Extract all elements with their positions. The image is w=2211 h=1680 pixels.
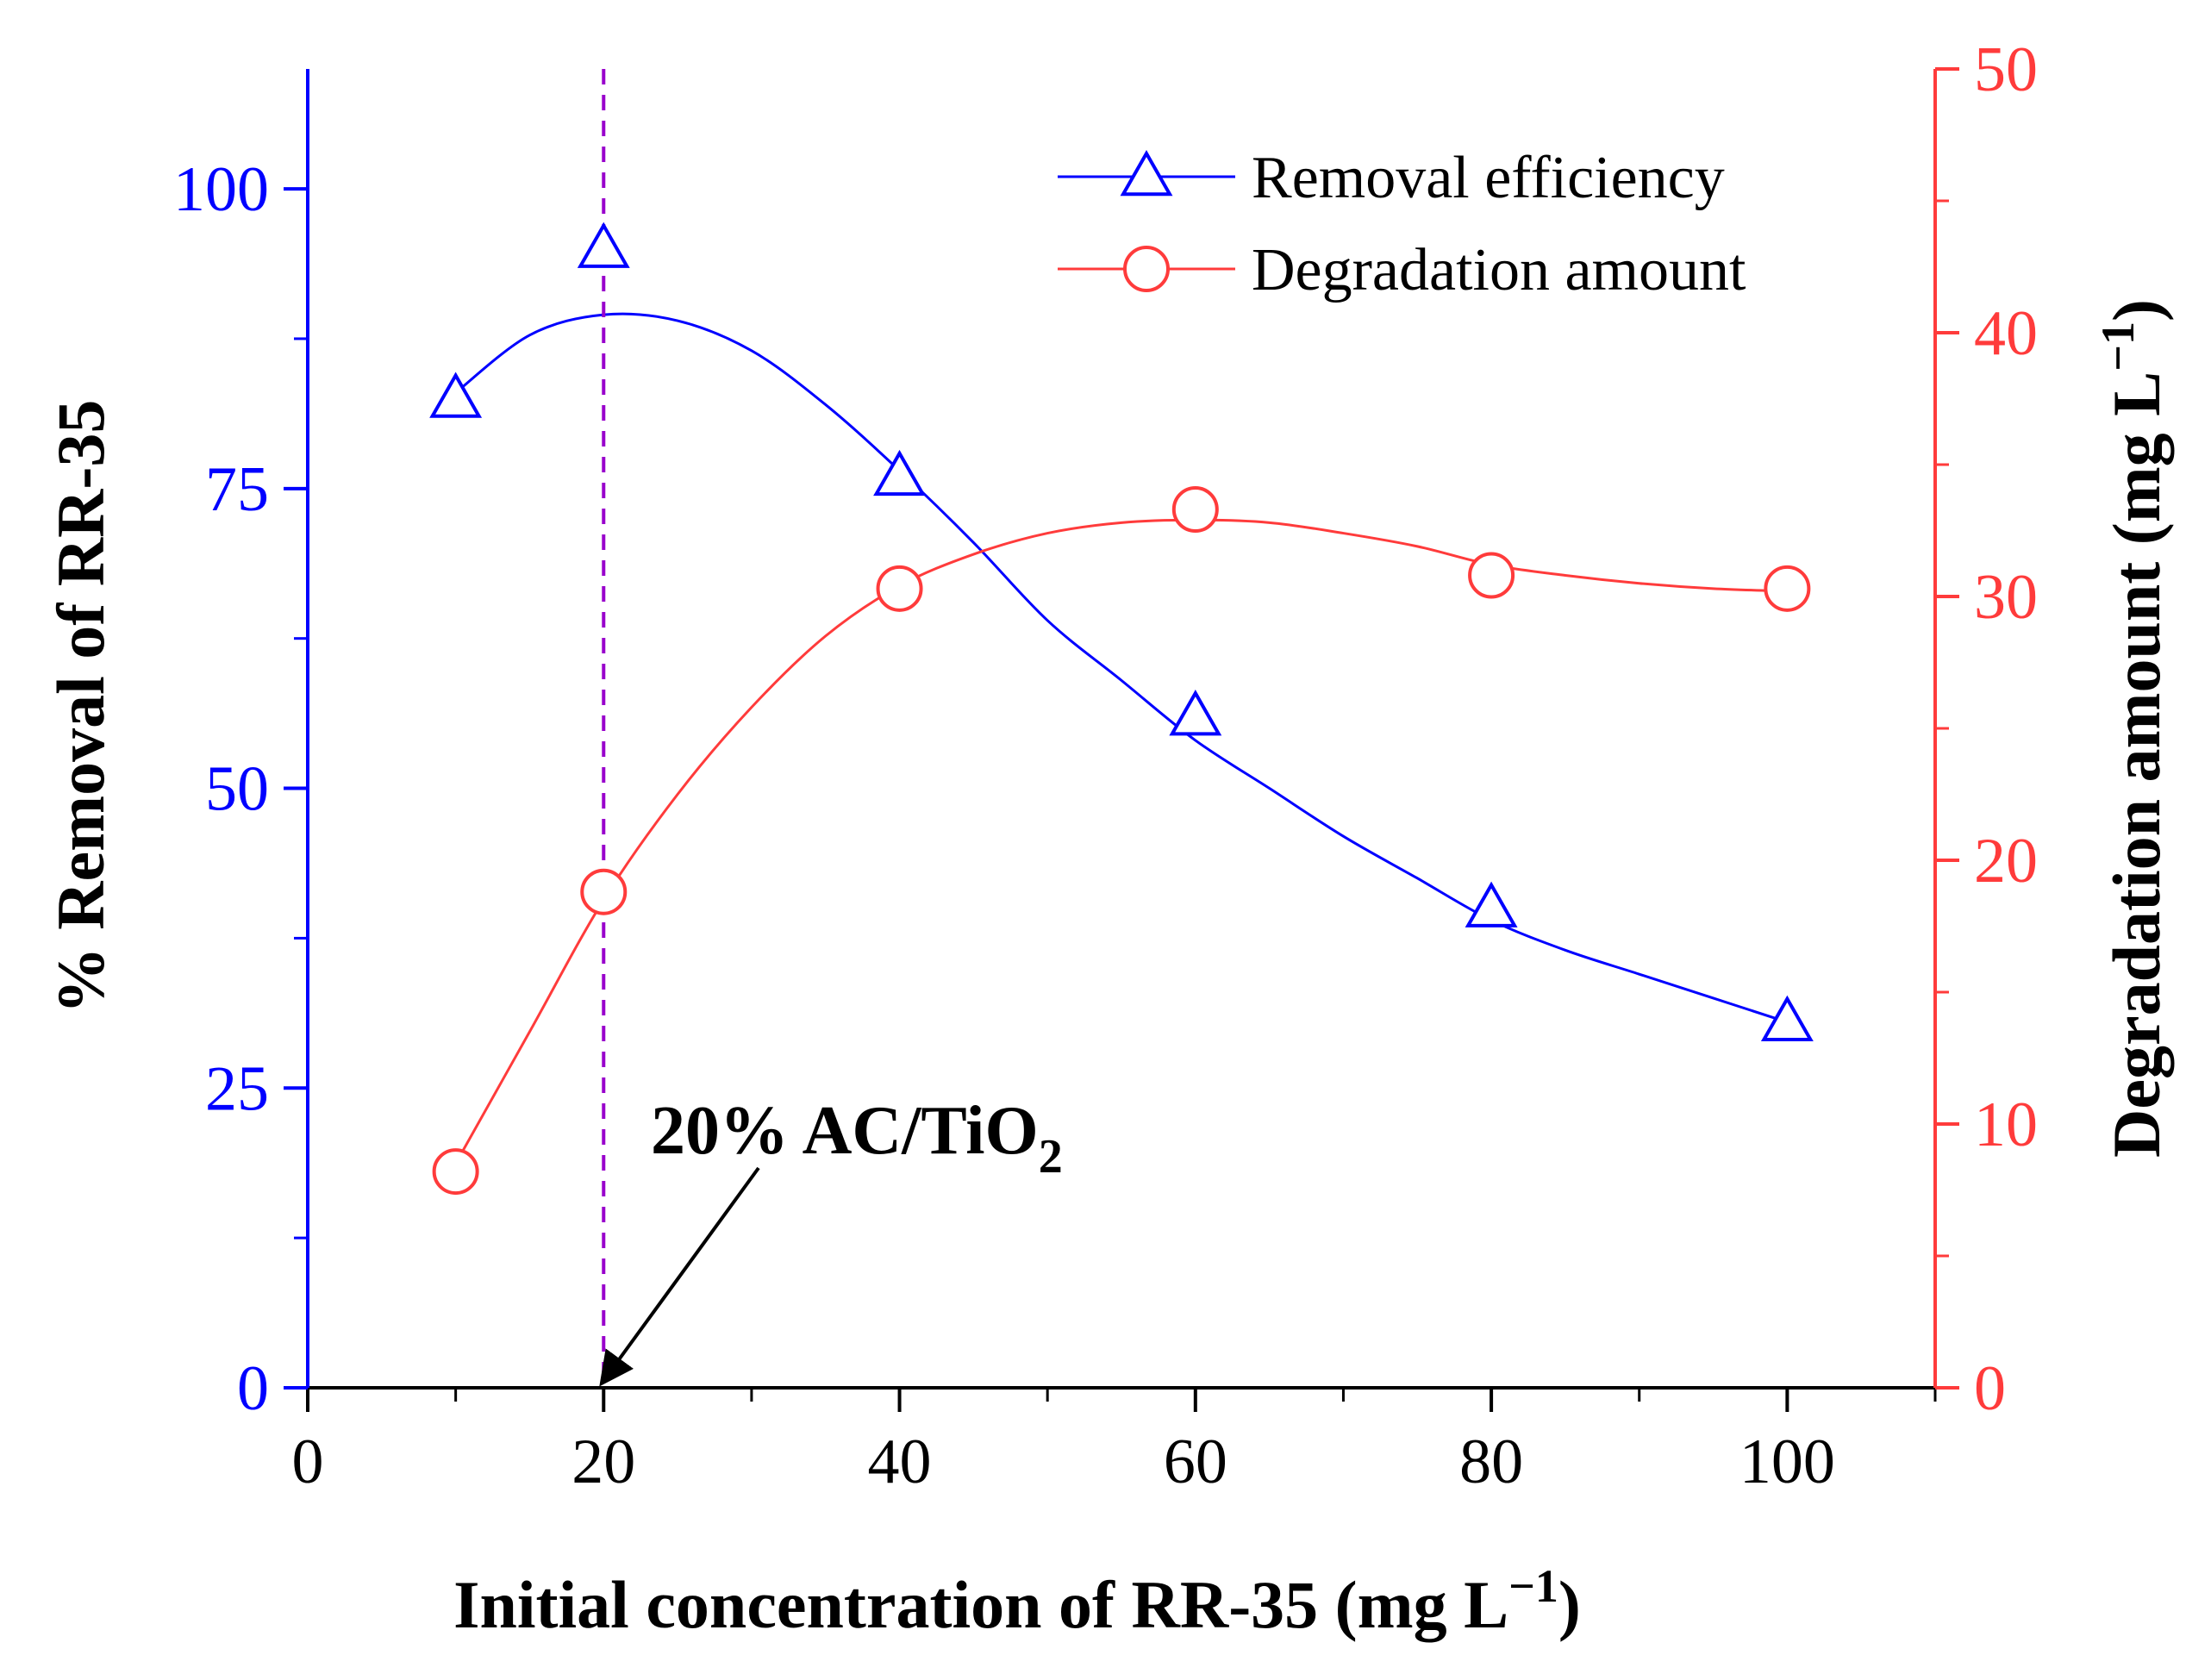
right-tick-label: 50 [1974,34,2038,105]
data-point-degradation-amount [580,868,628,915]
data-point-removal-efficiency [1465,881,1518,927]
x-tick-label: 40 [868,1427,932,1497]
right-tick-label: 0 [1974,1353,2006,1424]
legend-marker-triangle [1120,149,1173,197]
data-point-degradation-amount [876,565,923,612]
left-y-axis-title: % Removal of RR-35 [43,400,118,1015]
legend: Removal efficiency Degradation amount [1058,145,1746,303]
fit-curve-degradation-amount [454,518,1788,1165]
left-tick-label: 75 [205,454,269,525]
annotation-label: 20% AC/TiO2 [651,1093,1063,1183]
fit-curve-removal-efficiency [454,312,1788,1024]
data-point-removal-efficiency [429,372,483,418]
annotation-arrow [599,1166,760,1387]
right-tick-label: 30 [1974,562,2038,633]
fit-curves [454,312,1788,1165]
x-tick-label: 20 [571,1427,635,1497]
data-point-degradation-amount [1764,565,1811,612]
left-tick-label: 25 [205,1053,269,1124]
data-point-removal-efficiency [873,449,926,497]
data-markers [429,222,1814,1196]
data-point-removal-efficiency [1760,995,1814,1042]
legend-triangle-symbol [1120,149,1173,197]
right-y-axis-title: Degradation amount (mg L−1) [2092,299,2174,1158]
left-tick-label: 50 [205,754,269,825]
left-tick-label: 100 [173,154,269,225]
data-point-removal-efficiency [577,222,630,268]
legend-marker-circle [1123,246,1170,292]
right-tick-label: 10 [1974,1090,2038,1160]
data-point-removal-efficiency [1169,690,1222,736]
x-tick-label: 0 [292,1427,324,1497]
x-axis-title: Initial concentration of RR-35 (mg L−1) [453,1560,1581,1642]
right-tick-label: 40 [1974,298,2038,369]
x-tick-label: 60 [1164,1427,1227,1497]
x-tick-label: 80 [1459,1427,1523,1497]
axes: 0 20 40 60 80 100 0 25 50 75 100 0 10 20 30 40 50 [173,34,2038,1497]
legend-label-degradation-amount: Degradation amount [1252,237,1746,303]
x-tick-label: 100 [1739,1427,1835,1497]
annotation: 20% AC/TiO2 [599,1093,1063,1387]
legend-label-removal-efficiency: Removal efficiency [1252,145,1725,211]
left-tick-label: 0 [237,1353,269,1424]
right-tick-label: 20 [1974,826,2038,896]
legend-circle-symbol [1123,246,1170,292]
data-point-degradation-amount [1171,486,1219,534]
data-point-degradation-amount [1468,552,1515,599]
data-point-degradation-amount [432,1148,479,1196]
